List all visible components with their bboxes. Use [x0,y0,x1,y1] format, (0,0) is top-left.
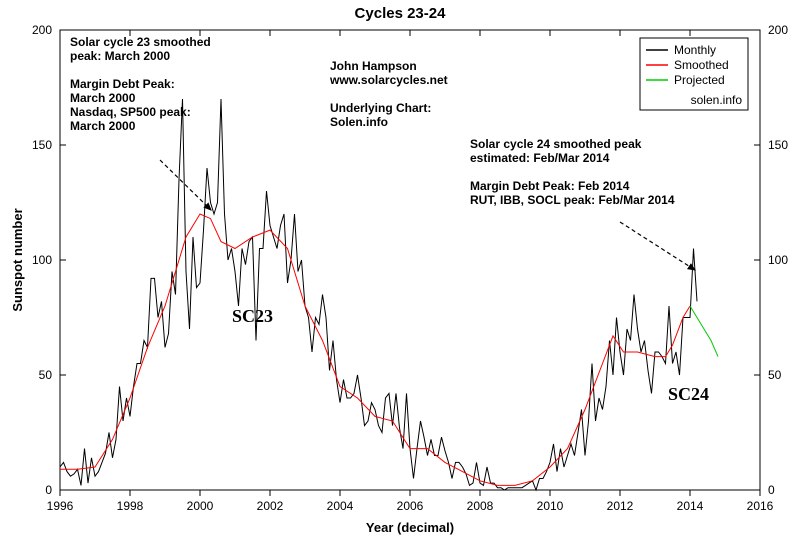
annotation-right: Solar cycle 24 smoothed peak [470,137,642,151]
legend-footer: solen.info [691,93,743,107]
x-tick-label: 2010 [537,499,564,513]
y-tick-label-right: 50 [768,368,782,382]
chart-svg: Cycles 23-241996199820002002200420062008… [0,0,800,536]
y-tick-label-right: 0 [768,483,775,497]
y-tick-label-right: 200 [768,23,788,37]
series-smoothed [60,214,690,485]
cycle-label: SC24 [668,384,709,404]
y-tick-label: 0 [45,483,52,497]
annotation-center: Underlying Chart: [330,101,431,115]
chart-title: Cycles 23-24 [355,5,447,22]
y-tick-label: 150 [32,138,52,152]
x-tick-label: 2000 [187,499,214,513]
cycle-label: SC23 [232,306,273,326]
annotation-right: Margin Debt Peak: Feb 2014 [470,179,630,193]
y-axis-label: Sunspot number [10,208,25,311]
y-tick-label-right: 150 [768,138,788,152]
y-tick-label: 200 [32,23,52,37]
annotation-center: www.solarcycles.net [329,73,448,87]
annotation-left: Margin Debt Peak: [70,77,175,91]
y-tick-label: 50 [39,368,53,382]
annotation-right: estimated: Feb/Mar 2014 [470,151,610,165]
x-tick-label: 2004 [327,499,354,513]
legend-item: Smoothed [674,58,729,72]
legend-item: Monthly [674,43,716,57]
arrow-icon [160,160,211,210]
annotation-left: Nasdaq, SP500 peak: [70,105,191,119]
x-tick-label: 2014 [677,499,704,513]
y-tick-label-right: 100 [768,253,788,267]
x-tick-label: 1998 [117,499,144,513]
x-tick-label: 2016 [747,499,774,513]
annotation-center: Solen.info [330,115,388,129]
x-tick-label: 2008 [467,499,494,513]
x-axis-label: Year (decimal) [366,520,454,535]
x-tick-label: 2002 [257,499,284,513]
y-tick-label: 100 [32,253,52,267]
series-projected [690,306,718,357]
legend-item: Projected [674,73,725,87]
x-tick-label: 1996 [47,499,74,513]
annotation-left: Solar cycle 23 smoothed [70,35,211,49]
annotation-left: March 2000 [70,91,136,105]
annotation-left: peak: March 2000 [70,49,170,63]
annotation-right: RUT, IBB, SOCL peak: Feb/Mar 2014 [470,193,675,207]
x-tick-label: 2012 [607,499,634,513]
annotation-left: March 2000 [70,119,136,133]
annotation-center: John Hampson [330,59,417,73]
arrow-icon [620,222,695,270]
x-tick-label: 2006 [397,499,424,513]
